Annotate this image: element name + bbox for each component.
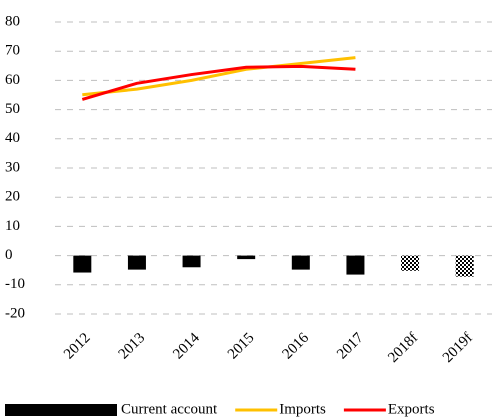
bar <box>455 255 474 277</box>
y-tick-label: -20 <box>5 305 25 321</box>
x-tick-label: 2013 <box>116 330 149 363</box>
y-tick-label: -10 <box>5 276 25 292</box>
legend-swatch <box>5 404 117 416</box>
legend-label: Exports <box>388 401 435 417</box>
y-tick-label: 20 <box>5 189 20 205</box>
y-tick-label: 70 <box>5 43 20 59</box>
x-tick-label: 2015 <box>225 330 258 363</box>
bar <box>182 255 201 268</box>
bar <box>346 255 365 275</box>
y-tick-label: 10 <box>5 218 20 234</box>
x-tick-label: 2019f <box>440 330 476 366</box>
bar <box>127 255 146 270</box>
y-tick-label: 40 <box>5 130 20 146</box>
x-tick-label: 2014 <box>170 330 203 363</box>
legend-label: Imports <box>279 401 326 417</box>
legend-label: Current account <box>121 401 218 417</box>
bar <box>237 255 256 260</box>
line <box>82 56 356 97</box>
x-tick-label: 2016 <box>280 330 313 363</box>
x-tick-label: 2012 <box>61 330 94 363</box>
line <box>81 64 356 101</box>
bar <box>73 255 92 273</box>
x-tick-label: 2018f <box>385 330 421 366</box>
x-tick-label: 2017 <box>334 330 367 363</box>
bar <box>291 255 310 270</box>
y-tick-label: 80 <box>5 13 20 29</box>
y-tick-label: 30 <box>5 159 20 175</box>
y-tick-label: 0 <box>5 247 13 263</box>
y-tick-label: 50 <box>5 101 20 117</box>
y-tick-label: 60 <box>5 72 20 88</box>
bar <box>401 255 420 271</box>
